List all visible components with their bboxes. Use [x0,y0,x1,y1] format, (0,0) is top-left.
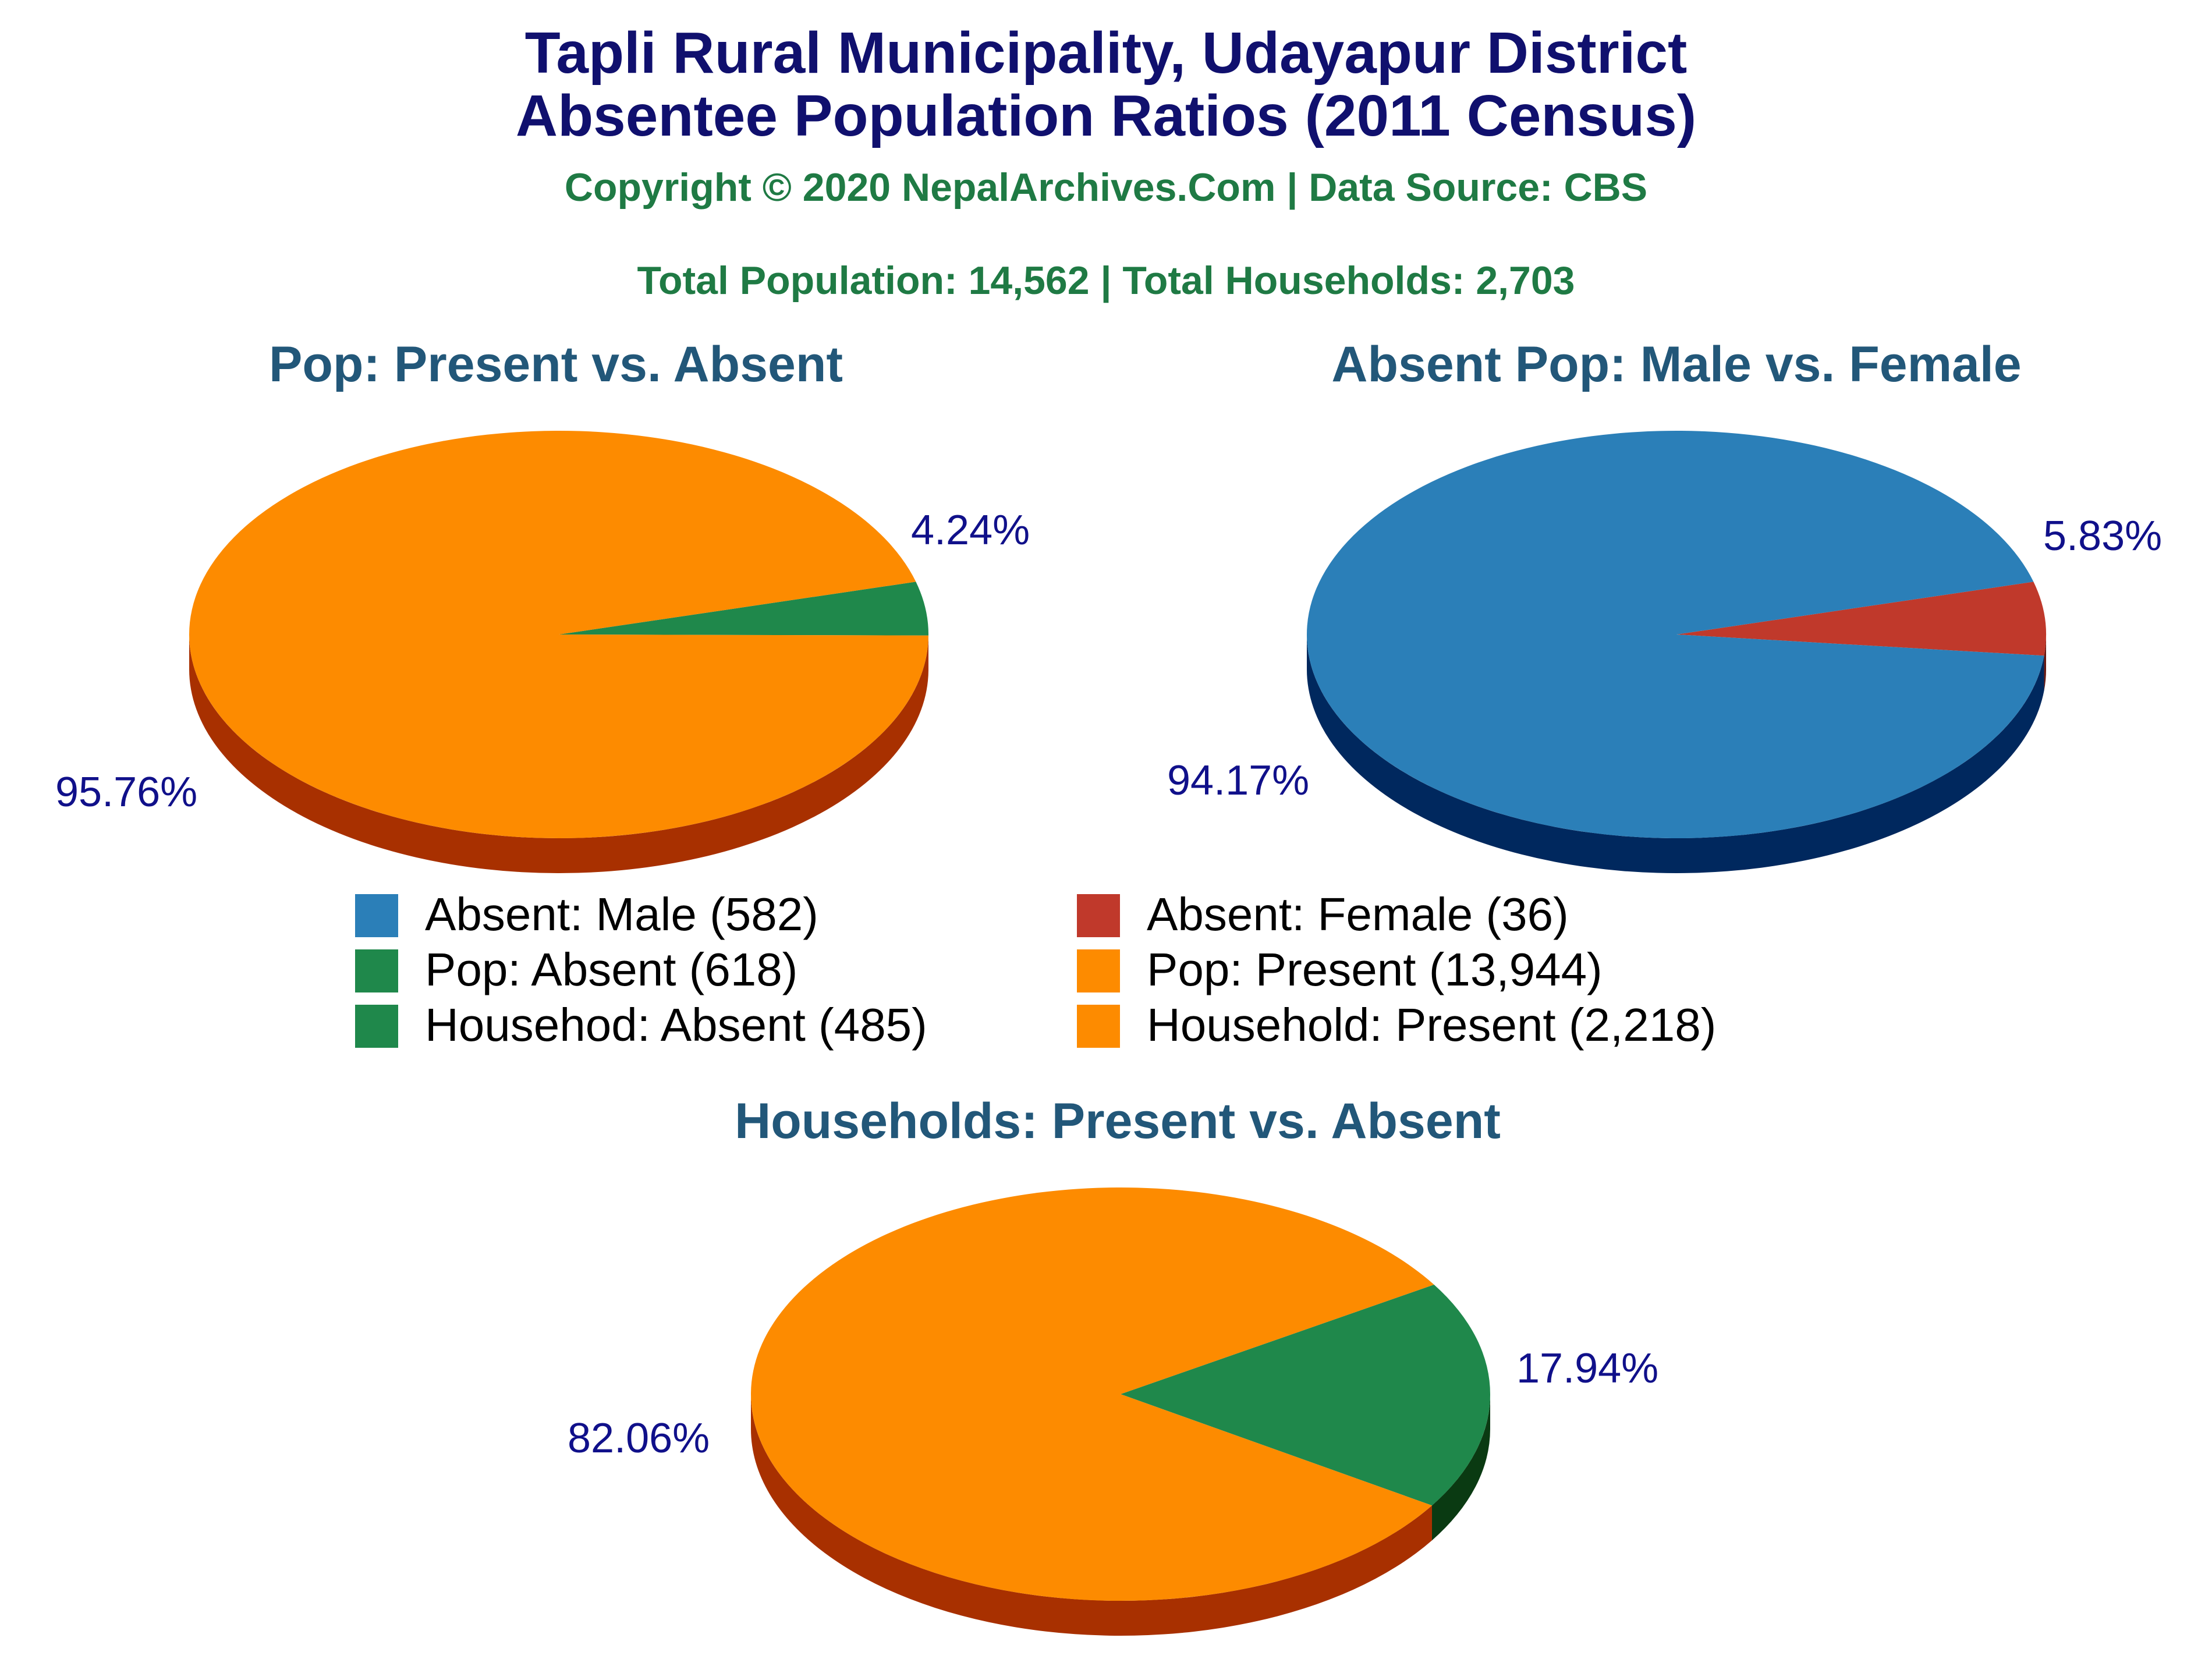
pie-1-percent-label-1: 94.17% [1167,757,1309,804]
pie-0-slice-0 [559,582,928,636]
pie-absent-male-vs-female: Absent Pop: Male vs. Female 5.83% 94.17% [1167,336,2162,874]
pie-population-present-vs-absent: Pop: Present vs. Absent 4.24% 95.76% [55,336,1030,874]
legend-swatch-3 [1077,949,1120,992]
pie-2-side-1 [751,1394,1432,1636]
pie-1-slice-0 [1676,582,2046,656]
legend-swatch-0 [355,894,398,937]
pie-1-percent-label-0: 5.83% [2043,513,2162,559]
pie-0-slice-1 [189,431,928,839]
legend-label-1: Absent: Female (36) [1147,888,1569,940]
pie-0-percent-label-0: 4.24% [911,507,1030,554]
chart-title-line-1: Tapli Rural Municipality, Udayapur Distr… [525,20,1688,86]
pie-1-side-0 [2044,634,2046,691]
pie-0-percent-label-1: 95.76% [55,769,197,816]
legend-label-5: Household: Present (2,218) [1147,999,1716,1051]
pie-title-households: Households: Present vs. Absent [735,1093,1501,1149]
pie-title-population: Pop: Present vs. Absent [269,336,843,392]
chart-title-line-2: Absentee Population Ratios (2011 Census) [516,83,1696,148]
totals-line: Total Population: 14,562 | Total Househo… [637,258,1575,303]
legend-label-0: Absent: Male (582) [425,888,818,940]
pie-1-side-1 [1307,634,2044,874]
pie-1-slice-1 [1307,431,2044,839]
pie-title-absent-gender: Absent Pop: Male vs. Female [1331,336,2021,392]
legend: Absent: Male (582) Absent: Female (36)Pop… [355,888,1716,1051]
legend-label-3: Pop: Present (13,944) [1147,944,1603,995]
legend-swatch-5 [1077,1005,1120,1048]
pie-0-side-1 [189,634,928,874]
pie-2-percent-label-1: 82.06% [568,1415,710,1462]
pie-2-slice-0 [1121,1284,1490,1506]
legend-swatch-2 [355,949,398,992]
pie-2-percent-label-0: 17.94% [1516,1345,1658,1392]
pie-households-present-vs-absent: Households: Present vs. Absent 17.94% 82.… [568,1093,1658,1636]
pie-2-slice-1 [751,1187,1434,1601]
legend-swatch-4 [355,1005,398,1048]
legend-label-2: Pop: Absent (618) [425,944,797,995]
legend-swatch-1 [1077,894,1120,937]
copyright-line: Copyright © 2020 NepalArchives.Com | Dat… [565,165,1647,210]
pie-2-side-0 [1431,1394,1490,1541]
legend-label-4: Househod: Absent (485) [425,999,927,1051]
